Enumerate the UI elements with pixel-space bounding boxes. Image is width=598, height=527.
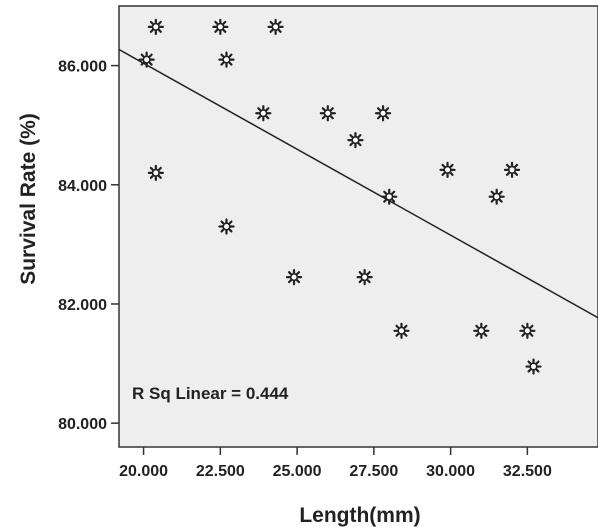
- data-point: [267, 18, 284, 35]
- x-tick-label: 22.500: [196, 463, 245, 480]
- x-tick-label: 32.500: [503, 463, 552, 480]
- x-tick-label: 25.000: [273, 463, 322, 480]
- data-point: [473, 322, 490, 339]
- data-point: [393, 322, 410, 339]
- data-point: [319, 105, 336, 122]
- data-point: [347, 131, 364, 149]
- data-point: [138, 51, 155, 68]
- data-point: [503, 161, 521, 178]
- data-point: [255, 105, 272, 122]
- x-tick-label: 30.000: [426, 463, 475, 480]
- y-tick-label: 80.000: [58, 416, 107, 433]
- x-axis-label: Length(mm): [299, 504, 420, 527]
- data-point: [147, 18, 164, 35]
- data-point: [147, 164, 164, 181]
- data-point: [488, 188, 505, 205]
- y-tick-label: 84.000: [58, 178, 107, 195]
- y-tick-label: 82.000: [58, 297, 107, 314]
- data-point: [285, 269, 303, 286]
- x-tick-label: 27.500: [349, 463, 398, 480]
- data-point: [525, 358, 542, 375]
- data-point: [218, 218, 235, 235]
- fit-line: [118, 48, 598, 319]
- data-point: [374, 105, 392, 122]
- data-point: [212, 18, 229, 35]
- data-point: [519, 322, 536, 339]
- data-points: [138, 18, 542, 375]
- r-squared-annotation: R Sq Linear = 0.444: [132, 384, 289, 403]
- axis-ticks: 80.000 82.000 84.000 86.000 20.000 22.500 25.0…: [58, 59, 552, 480]
- data-point: [218, 51, 235, 68]
- y-axis-label: Survival Rate (%): [17, 113, 40, 285]
- data-point: [381, 188, 398, 205]
- x-tick-label: 20.000: [119, 463, 168, 480]
- y-tick-label: 86.000: [58, 59, 107, 76]
- plot-area: [118, 5, 598, 448]
- data-point: [439, 161, 456, 178]
- data-point: [356, 269, 373, 286]
